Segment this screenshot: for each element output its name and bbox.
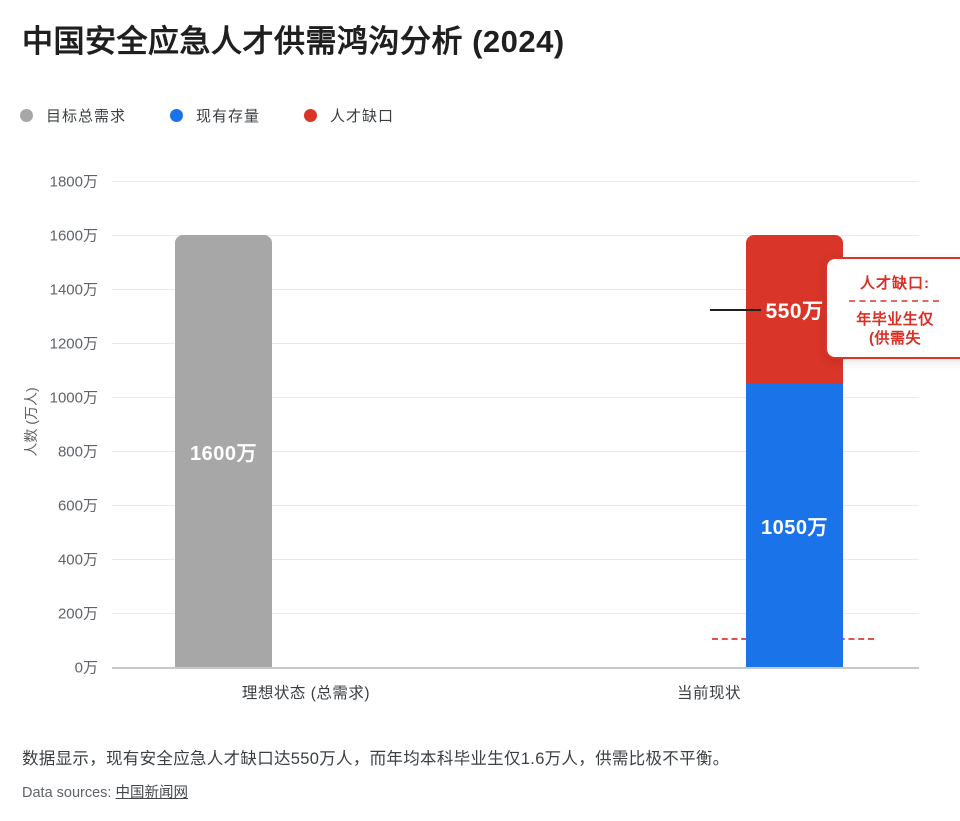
- annotation-line-imbalance: (供需失: [869, 330, 921, 347]
- annotation-divider: [849, 300, 939, 302]
- gridline: [112, 559, 919, 560]
- bar-value-label: 1050万: [761, 517, 828, 539]
- y-tick-label: 800万: [57, 443, 98, 461]
- bar-current-stock: 1050万: [746, 384, 843, 667]
- gridline: [112, 289, 919, 290]
- y-axis-title: 人数 (万人): [23, 387, 39, 457]
- gridline: [112, 397, 919, 398]
- y-tick-label: 1400万: [49, 281, 98, 299]
- legend-item-label: 目标总需求: [46, 108, 127, 125]
- bar-value-label: 550万: [761, 295, 828, 325]
- summary-text: 数据显示，现有安全应急人才缺口达550万人，而年均本科毕业生仅1.6万人，供需比…: [22, 750, 730, 768]
- gridline: [112, 505, 919, 506]
- gridline: [112, 343, 919, 344]
- x-axis-line: [112, 667, 919, 669]
- annotation-box: 人才缺口: 年毕业生仅 (供需失: [825, 257, 960, 359]
- legend-dot-icon: [20, 109, 33, 122]
- gridline: [112, 451, 919, 452]
- annotation-title: 人才缺口:: [860, 275, 930, 292]
- gridline: [112, 613, 919, 614]
- data-sources-prefix: Data sources:: [22, 785, 116, 801]
- legend-dot-icon: [304, 109, 318, 122]
- legend-item-label: 人才缺口: [330, 108, 395, 125]
- legend: 目标总需求 现有存量 人才缺口: [20, 105, 394, 126]
- legend-item-talent-gap[interactable]: 人才缺口: [304, 105, 394, 126]
- legend-item-label: 现有存量: [196, 108, 261, 125]
- y-tick-label: 1200万: [49, 335, 98, 353]
- x-tick-label-current: 当前现状: [676, 685, 742, 702]
- gridline: [112, 181, 919, 182]
- gridline: [112, 235, 919, 236]
- source-link[interactable]: 中国新闻网: [115, 785, 189, 801]
- x-tick-label-ideal: 理想状态 (总需求): [241, 685, 371, 702]
- legend-dot-icon: [170, 109, 184, 122]
- chart-title: 中国安全应急人才供需鸿沟分析 (2024): [22, 24, 565, 59]
- annotation-line-graduates: 年毕业生仅: [856, 311, 934, 328]
- bar-value-label: 1600万: [190, 442, 257, 465]
- y-tick-label: 400万: [57, 551, 98, 569]
- y-tick-label: 0万: [74, 659, 98, 677]
- y-tick-label: 1600万: [49, 227, 98, 245]
- legend-item-target-demand[interactable]: 目标总需求: [20, 105, 126, 126]
- y-tick-label: 600万: [57, 497, 98, 515]
- legend-item-current-stock[interactable]: 现有存量: [170, 105, 260, 126]
- y-tick-label: 1800万: [49, 173, 98, 191]
- gap-value-label-wrap: 550万: [746, 295, 843, 325]
- data-sources: Data sources: 中国新闻网: [22, 781, 188, 802]
- bar-target-demand: 1600万: [175, 235, 272, 667]
- y-tick-label: 200万: [57, 605, 98, 623]
- y-tick-label: 1000万: [49, 389, 98, 407]
